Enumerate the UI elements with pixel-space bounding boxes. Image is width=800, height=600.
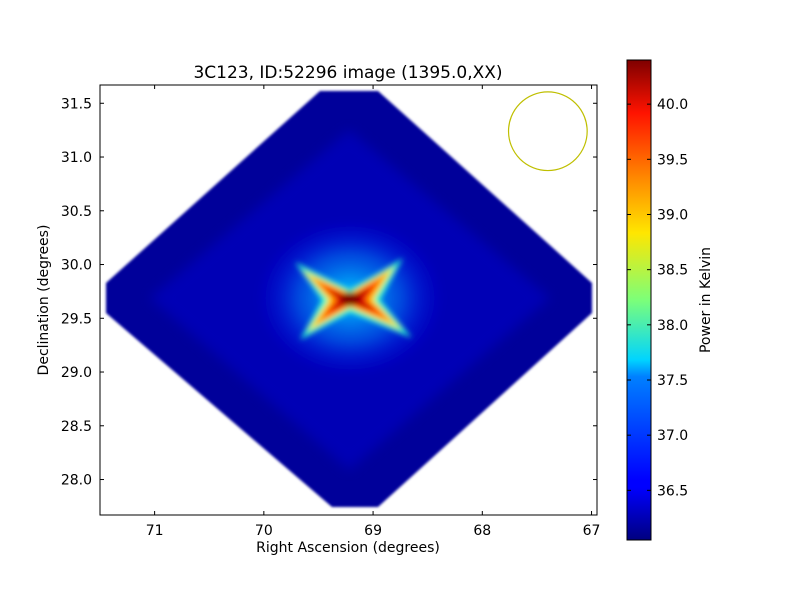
beam-circle [507,91,588,172]
y-tick-label: 28.0 [61,473,92,489]
colorbar-tick-label: 37.5 [657,373,688,389]
y-tick-label: 29.0 [61,365,92,381]
y-tick-label: 29.5 [61,311,92,327]
y-tick-label: 30.0 [61,258,92,274]
colorbar-tick-label: 38.5 [657,263,688,279]
colorbar-tick-label: 36.5 [657,483,688,499]
colorbar-tick-label: 38.0 [657,318,688,334]
heatmap-image [106,91,592,507]
x-tick-label: 71 [146,523,164,539]
y-axis-label: Declination (degrees) [36,225,52,376]
x-axis-label: Right Ascension (degrees) [256,540,440,556]
y-tick-label: 31.5 [61,96,92,112]
source-emission [295,258,412,340]
colorbar-tick-label: 39.5 [657,152,688,168]
y-tick-label: 28.5 [61,419,92,435]
colorbar-tick-label: 39.0 [657,207,688,223]
colorbar-ticks: 36.5 37.0 37.5 38.0 38.5 39.0 39.5 40.0 [627,97,688,499]
y-tick-label: 30.5 [61,204,92,220]
x-tick-label: 70 [255,523,273,539]
x-tick-label: 69 [364,523,382,539]
colorbar-tick-label: 40.0 [657,97,688,113]
x-tick-label: 67 [583,523,601,539]
chart-title: 3C123, ID:52296 image (1395.0,XX) [193,63,502,83]
x-tick-label: 68 [473,523,491,539]
y-axis: 28.0 28.5 29.0 29.5 30.0 30.5 31.0 31.5 [61,96,597,489]
x-axis: 71 70 69 68 67 [146,85,601,539]
colorbar-tick-label: 37.0 [657,428,688,444]
axes-frame [99,84,598,516]
colorbar [626,59,652,541]
colorbar-label: Power in Kelvin [698,247,714,353]
y-tick-label: 31.0 [61,150,92,166]
